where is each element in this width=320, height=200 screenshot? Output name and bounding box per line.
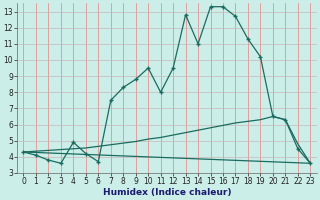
- X-axis label: Humidex (Indice chaleur): Humidex (Indice chaleur): [103, 188, 231, 197]
